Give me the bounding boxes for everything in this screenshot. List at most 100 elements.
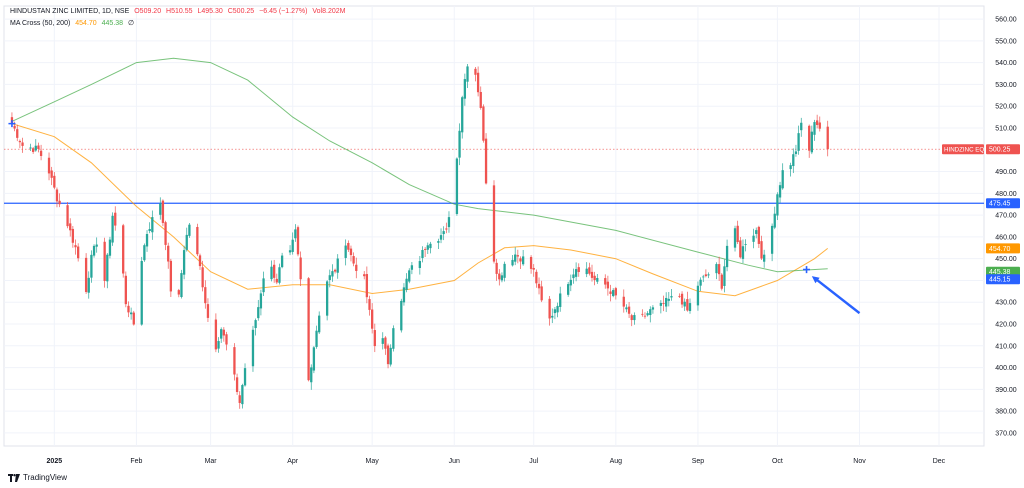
candle-body xyxy=(429,243,432,249)
legend-low: L495.30 xyxy=(197,8,223,15)
candle-body xyxy=(201,267,204,288)
candle-body xyxy=(270,266,273,280)
candle-body xyxy=(633,315,636,321)
candle-body xyxy=(392,328,395,349)
candle-body xyxy=(445,228,448,230)
candle-body xyxy=(717,264,721,275)
candle-body xyxy=(532,267,535,270)
candle-body xyxy=(254,320,257,329)
y-tick-label: 450.00 xyxy=(995,256,1017,263)
candle-body xyxy=(484,138,488,184)
candle-body xyxy=(662,303,665,305)
candle-body xyxy=(307,278,310,381)
candle-body xyxy=(299,257,302,280)
candle-body xyxy=(678,295,681,297)
candle-body xyxy=(381,338,384,344)
tradingview-logo[interactable]: TradingView xyxy=(8,473,67,482)
candle-body xyxy=(241,385,244,405)
y-tick-label: 550.00 xyxy=(995,38,1017,45)
candle-body xyxy=(609,291,612,294)
candle-body xyxy=(519,258,522,262)
x-tick-label: Jul xyxy=(529,458,538,465)
indicator-legend[interactable]: MA Cross (50, 200) 454.70 445.38 ∅ xyxy=(10,19,137,27)
candle-body xyxy=(39,150,43,156)
candle-body xyxy=(686,299,689,311)
candle-body xyxy=(325,281,329,316)
candle-body xyxy=(363,274,366,277)
candle-body xyxy=(278,267,281,283)
x-tick-label: Oct xyxy=(772,458,783,465)
candle-body xyxy=(294,229,297,239)
candle-body xyxy=(744,244,747,245)
current-price-label: 500.25 xyxy=(989,147,1011,154)
candle-body xyxy=(355,264,358,271)
price-label-0: 454.70 xyxy=(989,246,1011,253)
plot-border xyxy=(3,5,985,447)
tradingview-icon xyxy=(8,473,20,482)
y-tick-label: 420.00 xyxy=(995,322,1017,329)
candle-body xyxy=(516,255,519,257)
candle-body xyxy=(243,368,247,386)
candle-body xyxy=(251,329,255,367)
candle-body xyxy=(665,297,668,307)
candle-body xyxy=(670,296,673,298)
candle-body xyxy=(312,347,316,371)
candle-body xyxy=(349,248,353,256)
candle-body xyxy=(177,290,180,295)
candle-body xyxy=(365,274,369,298)
candle-body xyxy=(217,341,220,349)
y-tick-label: 490.00 xyxy=(995,169,1017,176)
y-tick-label: 510.00 xyxy=(995,125,1017,132)
legend-ma50-value: 454.70 xyxy=(75,20,97,27)
candle-body xyxy=(34,145,37,151)
candle-body xyxy=(463,79,467,99)
candle-body xyxy=(482,106,485,141)
candle-body xyxy=(95,244,98,247)
y-tick-label: 430.00 xyxy=(995,300,1017,307)
candle-body xyxy=(437,241,440,243)
candle-body xyxy=(604,278,607,285)
candle-body xyxy=(132,312,135,325)
candle-body xyxy=(553,309,557,314)
candle-body xyxy=(625,307,628,310)
candle-body xyxy=(222,329,225,336)
candle-body xyxy=(288,250,292,253)
candle-body xyxy=(572,274,575,279)
candle-body xyxy=(296,227,300,255)
candle-body xyxy=(233,347,236,375)
y-tick-label: 520.00 xyxy=(995,104,1017,111)
candle-body xyxy=(29,147,32,149)
candle-body xyxy=(90,254,93,278)
axis-layer: 560.00 550.00 540.00 530.00 520.00 510.00 490.… xyxy=(47,17,1020,465)
candle-body xyxy=(185,234,188,250)
candle-body xyxy=(235,377,239,392)
candle-body xyxy=(31,148,35,152)
candle-body xyxy=(776,194,779,216)
candle-body xyxy=(574,269,578,277)
candle-body xyxy=(707,274,710,276)
candle-body xyxy=(733,228,737,248)
candle-body xyxy=(466,66,469,82)
candle-body xyxy=(124,275,127,305)
candle-body xyxy=(696,285,700,306)
candle-body xyxy=(606,281,610,289)
y-tick-label: 530.00 xyxy=(995,82,1017,89)
candle-body xyxy=(214,319,218,350)
candle-body xyxy=(140,261,143,325)
arrow-annotation-head xyxy=(811,276,820,284)
candle-body xyxy=(569,279,572,286)
candle-body xyxy=(402,287,406,303)
candle-body xyxy=(630,315,633,321)
candle-body xyxy=(336,258,339,273)
candle-body xyxy=(808,125,811,151)
candle-body xyxy=(18,140,22,143)
candle-body xyxy=(400,300,403,331)
candle-body xyxy=(818,122,821,129)
candle-body xyxy=(423,249,427,250)
x-tick-label: Feb xyxy=(130,458,142,465)
price-label-2-bg xyxy=(986,274,1020,285)
candle-body xyxy=(492,185,496,262)
candle-body xyxy=(37,145,40,149)
price-label-0-bg xyxy=(986,243,1020,254)
